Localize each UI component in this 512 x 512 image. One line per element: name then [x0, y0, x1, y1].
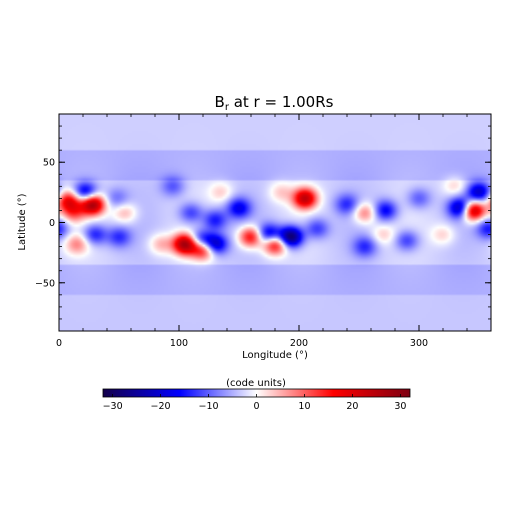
colorbar-tick-label: −10 [199, 401, 219, 412]
x-tick-label: 100 [170, 338, 188, 349]
colorbar-tick-label: 30 [394, 401, 406, 412]
x-axis-label: Longitude (°) [242, 350, 308, 361]
colorbar-label: (code units) [226, 378, 286, 389]
y-axis-label: Latitude (°) [17, 193, 28, 250]
axis-ticks: 0 100 200 300 50 0 −50 [35, 114, 492, 349]
plot-area: 0 100 200 300 50 0 −50 [35, 113, 492, 349]
colorbar-tick-label: −30 [103, 401, 123, 412]
y-tick-label: 50 [43, 158, 55, 169]
colorbar-tick-label: 10 [298, 401, 310, 412]
colorbar-ticks: −30 −20 −10 0 10 20 30 [103, 394, 406, 412]
chart-title: Br at r = 1.00Rs [215, 93, 334, 113]
x-tick-label: 300 [410, 338, 428, 349]
colorbar-tick-label: 20 [346, 401, 358, 412]
colorbar-tick-label: 0 [253, 401, 259, 412]
colorbar-tick-label: −20 [151, 401, 171, 412]
x-tick-label: 0 [56, 338, 62, 349]
heatmap-image [59, 114, 491, 331]
y-tick-label: 0 [49, 218, 55, 229]
x-tick-label: 200 [290, 338, 308, 349]
y-tick-label: −50 [35, 278, 55, 289]
colorbar: (code units) −30 −20 −10 0 10 20 30 [103, 378, 411, 412]
